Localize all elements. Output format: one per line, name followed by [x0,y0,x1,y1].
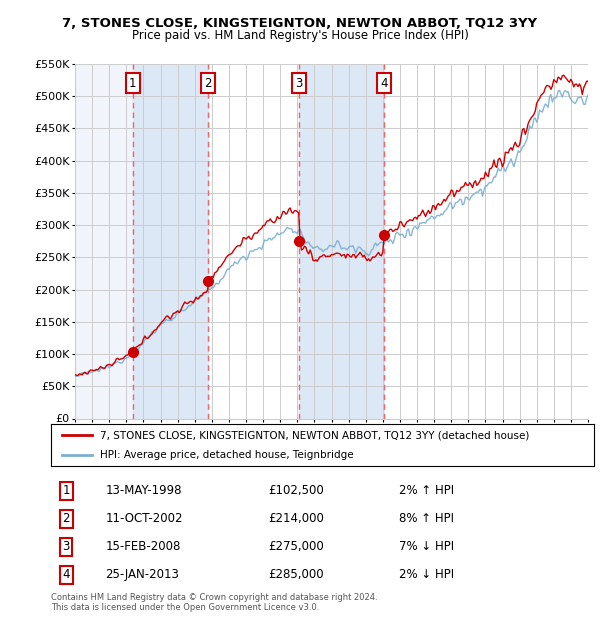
Text: 7, STONES CLOSE, KINGSTEIGNTON, NEWTON ABBOT, TQ12 3YY: 7, STONES CLOSE, KINGSTEIGNTON, NEWTON A… [62,17,538,30]
Text: Contains HM Land Registry data © Crown copyright and database right 2024.
This d: Contains HM Land Registry data © Crown c… [51,593,377,612]
Bar [75,64,133,419]
Text: 4: 4 [62,569,70,582]
Text: £214,000: £214,000 [268,512,324,525]
Text: 3: 3 [62,540,70,553]
Text: 11-OCT-2002: 11-OCT-2002 [106,512,183,525]
Text: 7, STONES CLOSE, KINGSTEIGNTON, NEWTON ABBOT, TQ12 3YY (detached house): 7, STONES CLOSE, KINGSTEIGNTON, NEWTON A… [100,430,529,440]
Text: 2% ↑ HPI: 2% ↑ HPI [398,484,454,497]
Text: 7% ↓ HPI: 7% ↓ HPI [398,540,454,553]
Text: 2: 2 [62,512,70,525]
Text: Price paid vs. HM Land Registry's House Price Index (HPI): Price paid vs. HM Land Registry's House … [131,29,469,42]
Text: 3: 3 [296,77,303,90]
Text: 2% ↓ HPI: 2% ↓ HPI [398,569,454,582]
Text: 8% ↑ HPI: 8% ↑ HPI [398,512,454,525]
Text: 1: 1 [129,77,136,90]
Bar [299,64,384,419]
Text: 15-FEB-2008: 15-FEB-2008 [106,540,181,553]
Text: 4: 4 [380,77,388,90]
Text: 13-MAY-1998: 13-MAY-1998 [106,484,182,497]
Text: £102,500: £102,500 [268,484,324,497]
Text: HPI: Average price, detached house, Teignbridge: HPI: Average price, detached house, Teig… [100,450,353,460]
Text: 1: 1 [62,484,70,497]
Text: £275,000: £275,000 [268,540,324,553]
Text: 25-JAN-2013: 25-JAN-2013 [106,569,179,582]
Bar [133,64,208,419]
Text: £285,000: £285,000 [268,569,324,582]
Text: 2: 2 [204,77,212,90]
